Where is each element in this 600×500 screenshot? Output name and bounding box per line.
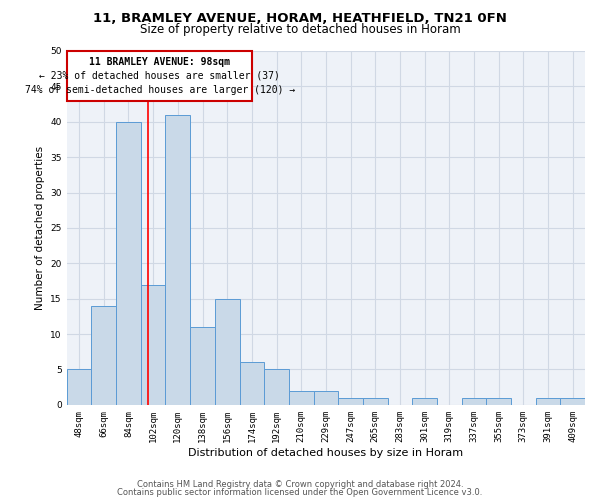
Bar [67,370,91,405]
Y-axis label: Number of detached properties: Number of detached properties [35,146,45,310]
X-axis label: Distribution of detached houses by size in Horam: Distribution of detached houses by size … [188,448,463,458]
Text: Contains public sector information licensed under the Open Government Licence v3: Contains public sector information licen… [118,488,482,497]
Bar [239,362,264,405]
Bar [141,284,166,405]
Text: 11, BRAMLEY AVENUE, HORAM, HEATHFIELD, TN21 0FN: 11, BRAMLEY AVENUE, HORAM, HEATHFIELD, T… [93,12,507,26]
Bar [461,398,486,405]
Bar [338,398,363,405]
Text: ← 23% of detached houses are smaller (37): ← 23% of detached houses are smaller (37… [39,71,280,81]
Bar [314,390,338,405]
Text: 74% of semi-detached houses are larger (120) →: 74% of semi-detached houses are larger (… [25,85,295,95]
Text: Size of property relative to detached houses in Horam: Size of property relative to detached ho… [140,22,460,36]
Text: Contains HM Land Registry data © Crown copyright and database right 2024.: Contains HM Land Registry data © Crown c… [137,480,463,489]
Bar [289,390,314,405]
Text: 11 BRAMLEY AVENUE: 98sqm: 11 BRAMLEY AVENUE: 98sqm [89,56,230,66]
Bar [363,398,388,405]
Bar [412,398,437,405]
Bar [560,398,585,405]
Bar [486,398,511,405]
Bar [116,122,141,405]
FancyBboxPatch shape [67,51,252,100]
Bar [536,398,560,405]
Bar [264,370,289,405]
Bar [166,114,190,405]
Bar [190,327,215,405]
Bar [91,306,116,405]
Bar [215,298,239,405]
